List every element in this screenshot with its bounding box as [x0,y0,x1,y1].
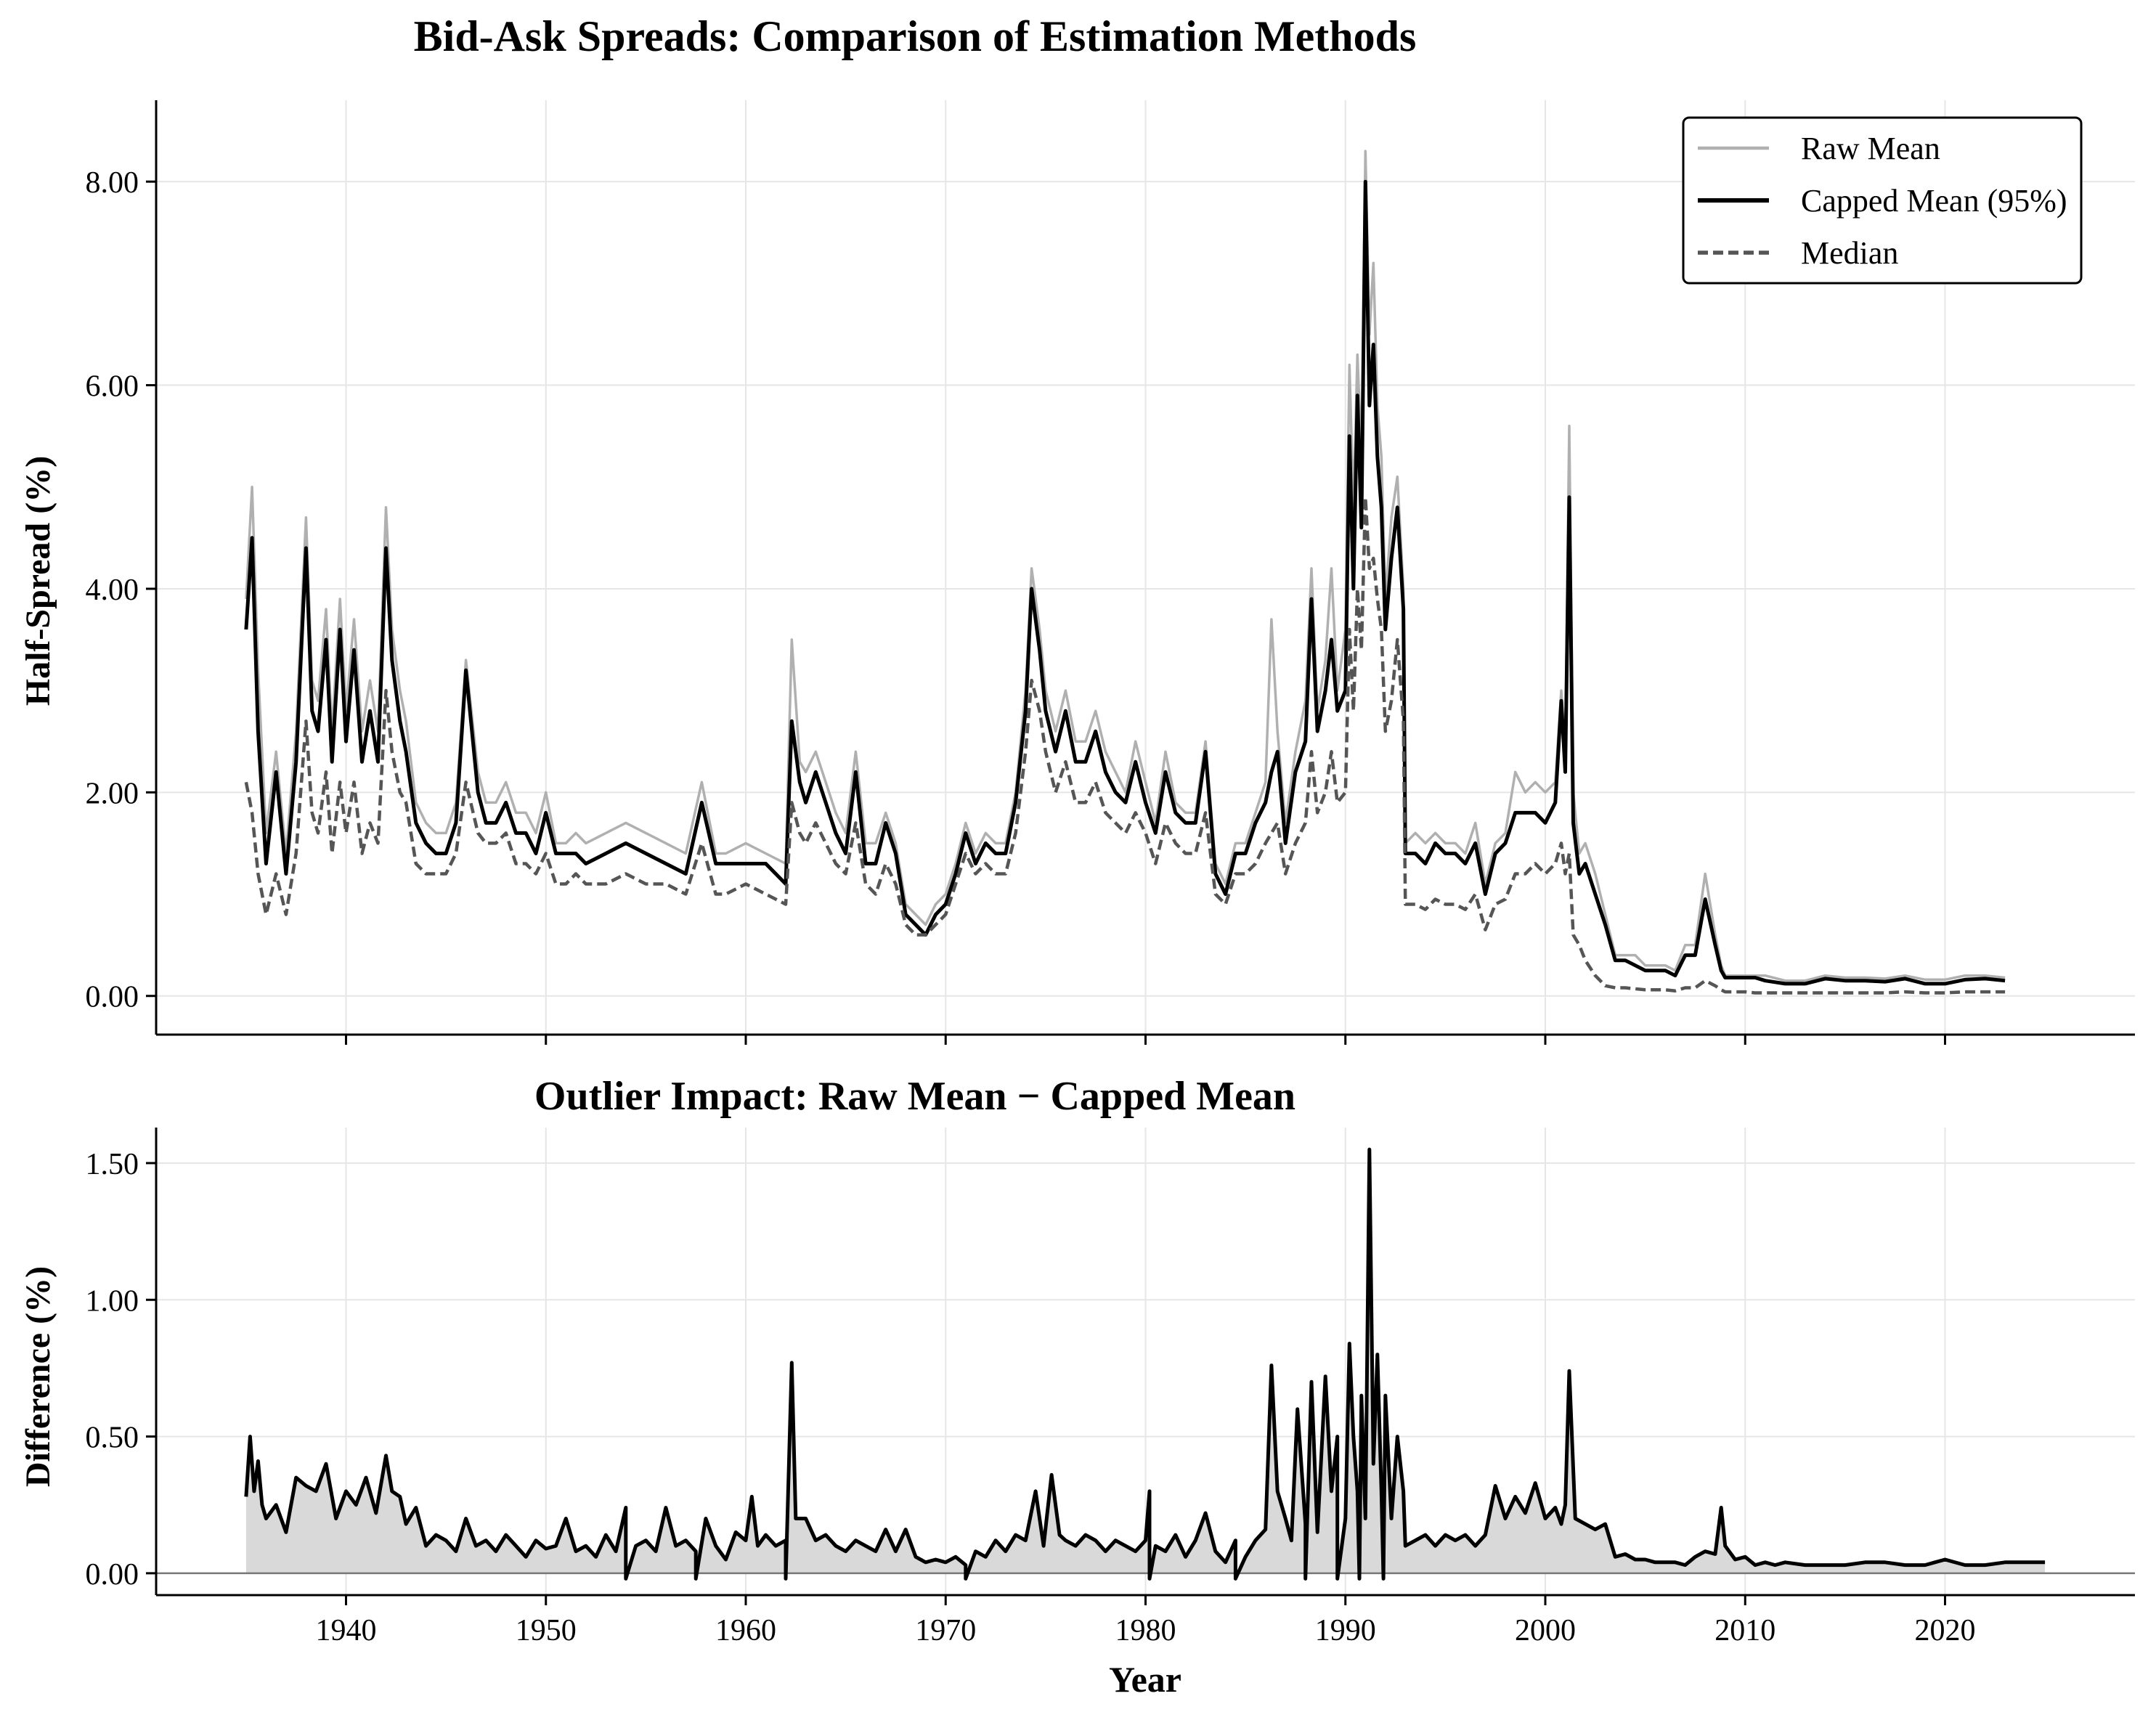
bottom-xtick-label-1950: 1950 [516,1614,577,1647]
top-axes: 0.00 2.00 4.00 6.00 8.00 [86,100,2135,1045]
bottom-ytick-label-2: 1.00 [86,1284,139,1318]
series-line-raw-mean [245,150,2006,982]
bottom-panel: Outlier Impact: Raw Mean − Capped Mean D… [19,1074,2135,1700]
top-ytick-label-3: 6.00 [86,370,139,404]
top-ytick-label-2: 4.00 [86,574,139,607]
bottom-xtick-label-1990: 1990 [1315,1614,1376,1647]
legend: Raw Mean Capped Mean (95%) Median [1682,116,2083,285]
x-axis-label: Year [1109,1659,1181,1700]
bottom-xtick-label-2000: 2000 [1515,1614,1576,1647]
bottom-ytick-label-0: 0.00 [86,1558,139,1591]
top-ytick-label-4: 8.00 [86,166,139,200]
bottom-ytick-label-1: 0.50 [86,1422,139,1455]
top-ytick-label-0: 0.00 [86,981,139,1014]
top-y-axis-label: Half-Spread (%) [19,456,57,706]
bottom-panel-title: Outlier Impact: Raw Mean − Capped Mean [534,1074,1295,1119]
bottom-xtick-label-1940: 1940 [315,1614,376,1647]
top-panel-title: Bid-Ask Spreads: Comparison of Estimatio… [414,12,1417,60]
legend-box [1682,116,2083,285]
top-series-group [244,150,2006,995]
series-line-capped-mean-95 [244,179,2006,986]
legend-label-0: Raw Mean [1801,131,1940,166]
series-line-median [244,495,2006,995]
bottom-xtick-label-2010: 2010 [1714,1614,1775,1647]
legend-label-2: Median [1801,235,1898,271]
bottom-ytick-label-3: 1.50 [86,1148,139,1181]
bottom-axes: 0.00 0.50 1.00 1.50 1940 1950 1960 1970 1980 1990… [86,1128,2135,1647]
bottom-xtick-label-1980: 1980 [1115,1614,1176,1647]
top-panel: Bid-Ask Spreads: Comparison of Estimatio… [19,12,2135,1045]
bottom-series-group [156,1147,2135,1581]
bottom-y-axis-label: Difference (%) [19,1266,57,1487]
bottom-xtick-label-1960: 1960 [715,1614,776,1647]
legend-label-1: Capped Mean (95%) [1801,183,2067,219]
bottom-xtick-label-2020: 2020 [1915,1614,1976,1647]
difference-line [244,1147,2046,1581]
bottom-xtick-label-1970: 1970 [915,1614,976,1647]
top-ytick-label-1: 2.00 [86,777,139,810]
